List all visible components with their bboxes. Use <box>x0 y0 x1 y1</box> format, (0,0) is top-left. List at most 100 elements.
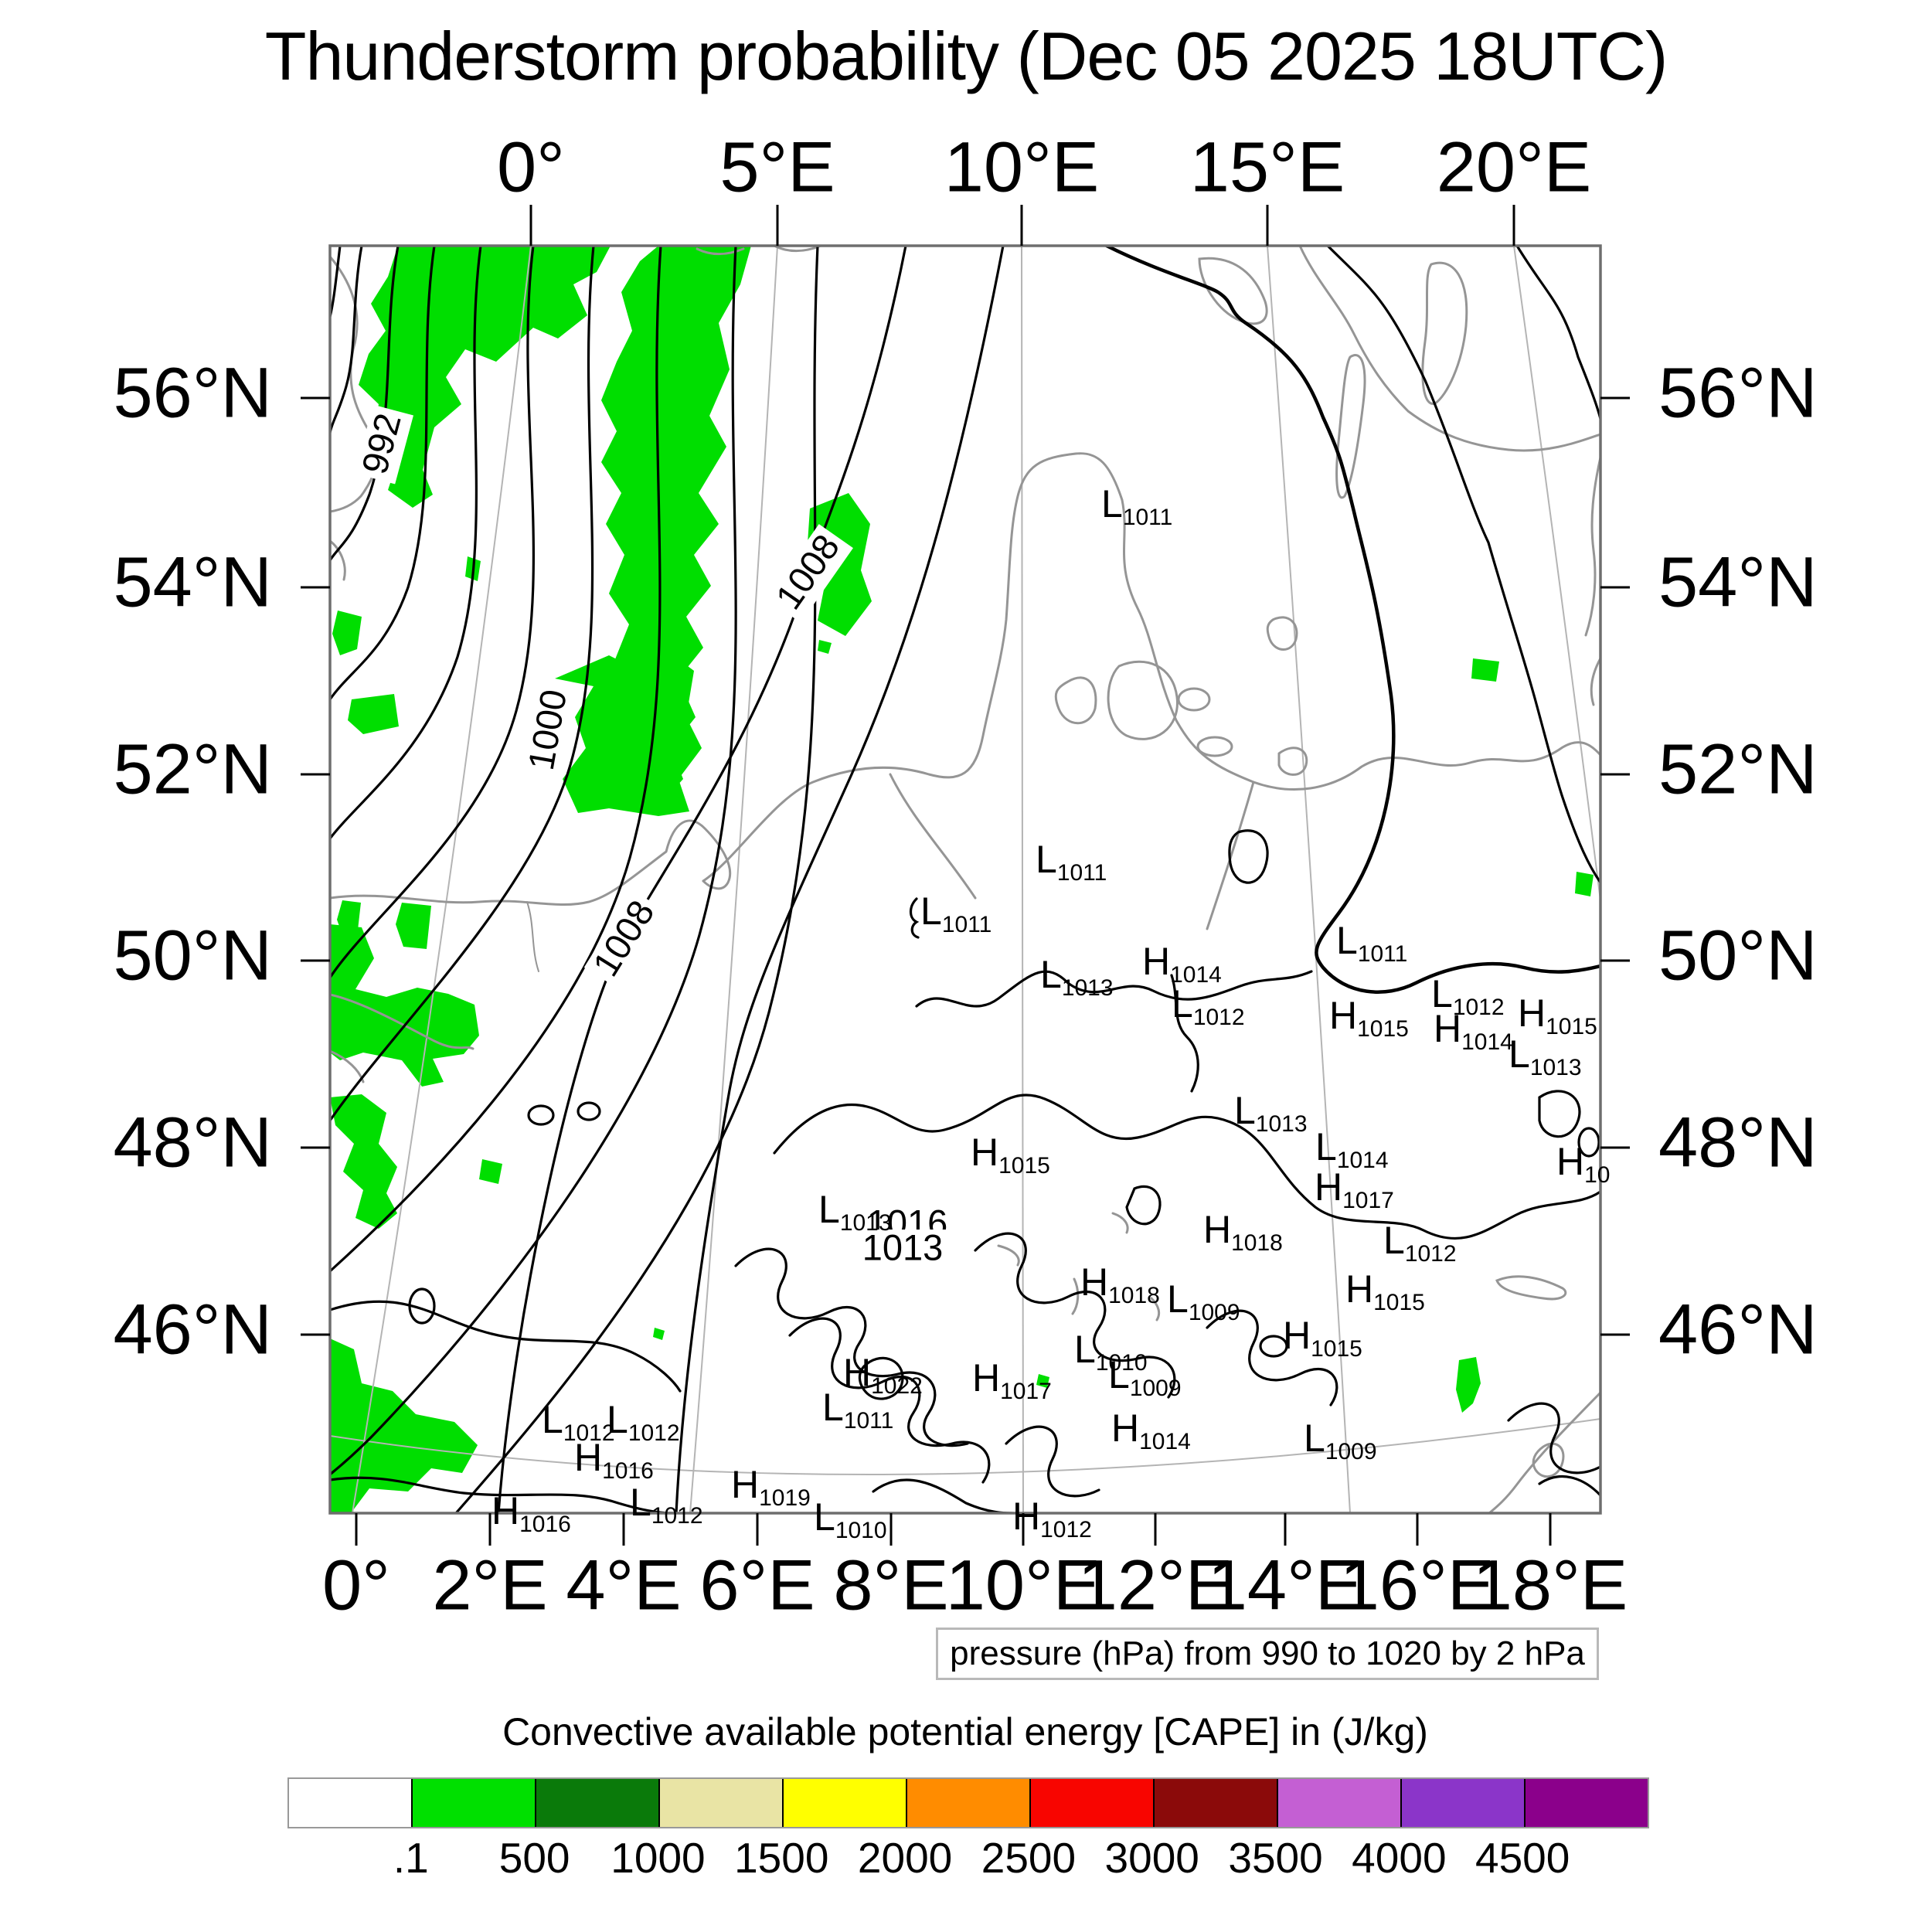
colorbar-tick-label: .1 <box>393 1834 429 1882</box>
pressure-center-value: 1012 <box>1040 1517 1092 1543</box>
pressure-center-l1009: L1009 <box>1167 1277 1240 1325</box>
axis-label: 14°E <box>1208 1546 1363 1624</box>
pressure-center-letter: L <box>1234 1089 1256 1132</box>
pressure-center-letter: L <box>1101 482 1123 526</box>
pressure-note-text: pressure (hPa) from 990 to 1020 by 2 hPa <box>950 1634 1585 1672</box>
pressure-center-letter: L <box>1040 953 1062 996</box>
pressure-center-l1012: L1012 <box>630 1483 703 1528</box>
pressure-center-letter: H <box>1329 994 1358 1037</box>
axis-label: 48°N <box>1658 1103 1818 1182</box>
pressure-center-letter: H <box>731 1463 760 1506</box>
pressure-center-l1010: L1010 <box>814 1495 887 1543</box>
axis-label: 12°E <box>1078 1546 1233 1624</box>
pressure-center-value: 1012 <box>628 1420 680 1446</box>
colorbar-segment-8 <box>1278 1779 1402 1827</box>
pressure-center-value: 1013 <box>1529 1055 1582 1080</box>
pressure-center-value: 1009 <box>1325 1439 1377 1464</box>
pressure-center-l1012: L1012 <box>1383 1219 1457 1266</box>
pressure-center-value: 1016 <box>602 1458 654 1484</box>
axis-label: 2°E <box>432 1546 547 1624</box>
axis-label: 0° <box>322 1546 390 1624</box>
pressure-center-letter: H <box>492 1489 520 1532</box>
pressure-center-value: 1014 <box>1170 962 1222 988</box>
pressure-center-value: 1011 <box>941 912 992 937</box>
pressure-center-letter: L <box>542 1398 563 1441</box>
pressure-center-letter: L <box>1074 1328 1096 1371</box>
axis-label: 54°N <box>113 543 272 621</box>
pressure-center-h1022: H1022 <box>843 1353 923 1398</box>
pressure-center-letter: L <box>1167 1277 1189 1321</box>
axis-label: 20°E <box>1437 128 1592 206</box>
pressure-center-letter: L <box>1383 1219 1405 1262</box>
pressure-center-letter: L <box>1108 1353 1130 1396</box>
axis-label: 0° <box>497 128 565 206</box>
pressure-center-l1012: L1012 <box>607 1400 680 1445</box>
colorbar-segment-5 <box>907 1779 1031 1827</box>
pressure-center-value: 1009 <box>1129 1376 1182 1401</box>
pressure-center-value: 1015 <box>1311 1336 1362 1362</box>
pressure-center-l1010: L1010 <box>1074 1328 1148 1375</box>
pressure-center-value: 1013 <box>1255 1111 1308 1137</box>
colorbar-tick-label: 3000 <box>1104 1834 1199 1882</box>
contour-label-text: 1013 <box>862 1226 944 1267</box>
pressure-center-l1011: L1011 <box>1101 482 1172 529</box>
pressure-center-letter: H <box>1111 1406 1140 1450</box>
axis-label: 46°N <box>1658 1290 1818 1369</box>
pressure-center-value: 1010 <box>835 1518 887 1543</box>
pressure-center-value: 1011 <box>1056 860 1107 886</box>
axis-label: 56°N <box>113 353 272 432</box>
pressure-center-value: 1011 <box>1122 505 1173 530</box>
pressure-center-l1011: L1011 <box>1336 921 1407 966</box>
pressure-center-letter: H <box>1556 1140 1585 1183</box>
pressure-center-letter: L <box>814 1495 835 1539</box>
map-background <box>330 246 1600 1513</box>
pressure-center-h1012: H1012 <box>1012 1497 1092 1542</box>
colorbar-tick-label: 500 <box>498 1834 570 1882</box>
colorbar-segment-7 <box>1155 1779 1278 1827</box>
pressure-center-letter: L <box>1315 1125 1337 1168</box>
pressure-center-letter: H <box>1080 1260 1109 1304</box>
pressure-center-l1012: L1012 <box>1172 985 1245 1029</box>
axis-label: 18°E <box>1473 1546 1628 1624</box>
pressure-center-value: 1015 <box>1373 1290 1425 1315</box>
pressure-center-l1013: L1013 <box>818 1190 892 1235</box>
pressure-center-value: 1014 <box>1461 1029 1513 1055</box>
pressure-center-letter: H <box>574 1436 603 1479</box>
contour-line-label: 992 <box>353 404 413 485</box>
isobar-contours <box>330 246 1600 1513</box>
pressure-center-value: 1013 <box>1061 975 1114 1001</box>
axis-label: 56°N <box>1658 353 1818 432</box>
pressure-center-value: 1022 <box>871 1373 923 1399</box>
cape-shading-green <box>330 246 1594 1513</box>
pressure-center-h1014: H1014 <box>1142 942 1222 987</box>
graticule-lines <box>330 246 1600 1513</box>
page-title: Thunderstorm probability (Dec 05 2025 18… <box>264 18 1668 94</box>
pressure-center-h1019: H1019 <box>731 1463 811 1510</box>
contour-line-label: 1013 <box>857 1226 948 1271</box>
pressure-center-value: 1017 <box>1342 1188 1394 1213</box>
pressure-center-value: 1015 <box>1357 1016 1409 1042</box>
pressure-center-h1014: H1014 <box>1111 1406 1191 1454</box>
pressure-center-h1015: H1015 <box>971 1133 1050 1178</box>
axis-label: 5°E <box>719 128 835 206</box>
contour-label-halo <box>583 889 668 990</box>
pressure-center-l1011: L1011 <box>822 1388 893 1433</box>
colorbar-segment-6 <box>1031 1779 1155 1827</box>
colorbar-tick-label: 3500 <box>1228 1834 1323 1882</box>
pressure-center-l1009: L1009 <box>1108 1353 1182 1400</box>
pressure-center-h1014: H1014 <box>1434 1009 1513 1054</box>
axis-label: 8°E <box>833 1546 948 1624</box>
axis-label: 50°N <box>1658 916 1818 995</box>
colorbar-segment-2 <box>536 1779 660 1827</box>
colorbar-tick-label: 1000 <box>611 1834 706 1882</box>
colorbar-segment-4 <box>784 1779 907 1827</box>
axis-label: 16°E <box>1340 1546 1495 1624</box>
pressure-center-value: 1015 <box>1546 1014 1597 1039</box>
pressure-center-h1017: H1017 <box>972 1356 1052 1403</box>
pressure-center-value: 1016 <box>519 1512 571 1537</box>
pressure-center-l1013: L1013 <box>1234 1089 1308 1136</box>
pressure-center-letter: H <box>972 1356 1001 1400</box>
pressure-center-value: 1013 <box>839 1210 892 1236</box>
